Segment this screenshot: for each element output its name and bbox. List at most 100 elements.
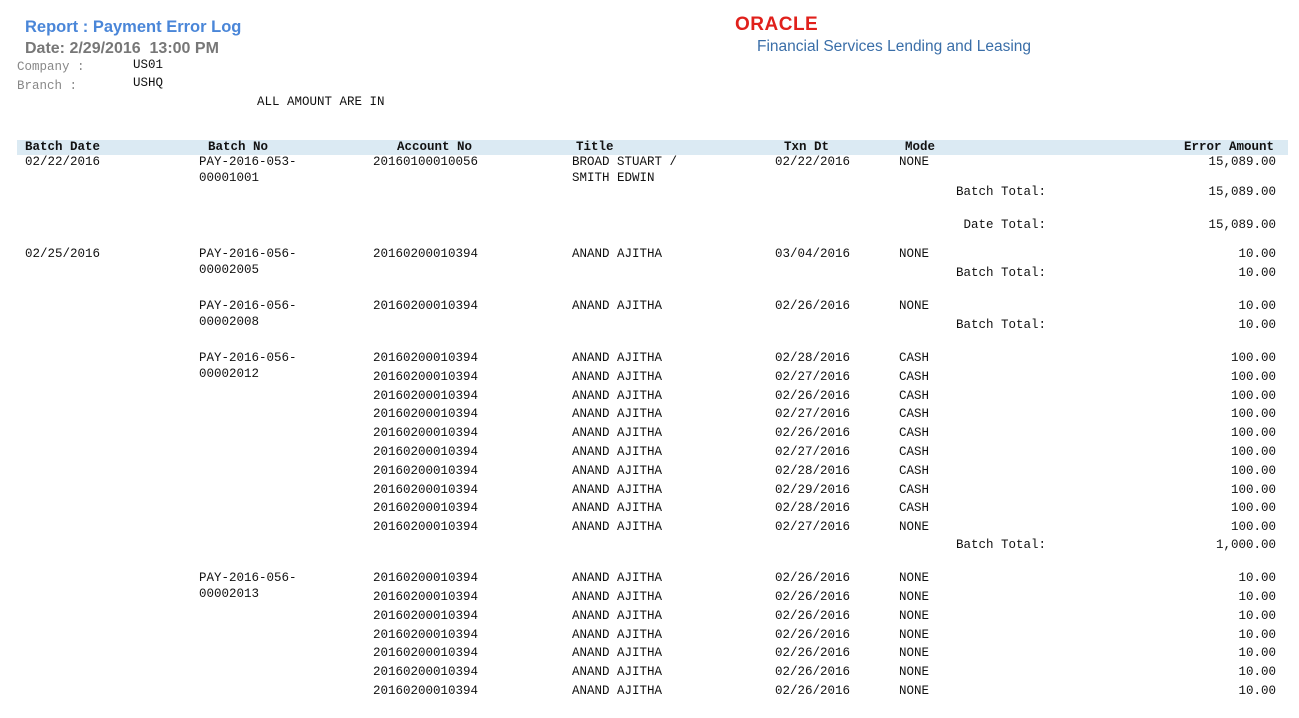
- cell-amount: 10.00: [1238, 646, 1276, 661]
- cell-mode: NONE: [899, 520, 930, 535]
- cell-txn-dt: 02/26/2016: [775, 388, 851, 403]
- cell-mode: CASH: [899, 445, 930, 459]
- cell-amount: 10.00: [1238, 627, 1276, 642]
- cell-title: ANAND AJITHA: [572, 571, 663, 585]
- cell-amount: 10.00: [1238, 247, 1276, 261]
- cell-account: 20160200010394: [373, 589, 479, 604]
- cell-title: ANAND AJITHA: [572, 426, 663, 441]
- total-amount: 15,089.00: [1208, 218, 1276, 232]
- cell-title: ANAND AJITHA: [572, 445, 663, 459]
- cell-txn-dt: 02/26/2016: [775, 665, 851, 680]
- cell-batch-no: PAY-2016-056- 00002013: [199, 571, 297, 601]
- branch-value: USHQ: [133, 76, 164, 90]
- column-header: Title: [576, 140, 614, 154]
- cell-mode: NONE: [899, 646, 930, 661]
- cell-title: ANAND AJITHA: [572, 646, 663, 661]
- oracle-brand: ORACLE: [735, 14, 819, 35]
- cell-amount: 100.00: [1230, 351, 1276, 365]
- branch-label: Branch :: [17, 79, 78, 93]
- cell-title: ANAND AJITHA: [572, 665, 663, 680]
- cell-amount: 100.00: [1230, 482, 1276, 497]
- cell-amount: 100.00: [1230, 520, 1276, 535]
- report-title: Report : Payment Error Log: [25, 18, 242, 36]
- column-header: Account No: [397, 140, 473, 154]
- cell-mode: CASH: [899, 388, 930, 403]
- column-header: Batch Date: [25, 140, 101, 154]
- amount-note: ALL AMOUNT ARE IN: [257, 95, 385, 109]
- total-label: Batch Total:: [955, 318, 1046, 332]
- cell-title: ANAND AJITHA: [572, 520, 663, 535]
- cell-account: 20160200010394: [373, 482, 479, 497]
- cell-txn-dt: 02/26/2016: [775, 589, 851, 604]
- column-header: Mode: [905, 140, 936, 154]
- report-date: Date: 2/29/2016 13:00 PM: [25, 40, 219, 57]
- cell-account: 20160200010394: [373, 665, 479, 680]
- company-label: Company :: [17, 60, 85, 74]
- cell-txn-dt: 02/27/2016: [775, 520, 851, 535]
- total-amount: 10.00: [1238, 318, 1276, 332]
- cell-mode: CASH: [899, 351, 930, 365]
- total-label: Batch Total:: [955, 185, 1046, 199]
- total-amount: 1,000.00: [1215, 538, 1276, 552]
- cell-mode: CASH: [899, 463, 930, 478]
- cell-account: 20160100010056: [373, 155, 479, 169]
- cell-mode: NONE: [899, 299, 930, 313]
- cell-mode: NONE: [899, 247, 930, 261]
- cell-title: ANAND AJITHA: [572, 351, 663, 365]
- cell-account: 20160200010394: [373, 445, 479, 459]
- cell-title: BROAD STUART / SMITH EDWIN: [572, 155, 678, 185]
- cell-amount: 10.00: [1238, 589, 1276, 604]
- cell-batch-no: PAY-2016-056- 00002012: [199, 351, 297, 381]
- cell-txn-dt: 02/26/2016: [775, 608, 851, 623]
- cell-title: ANAND AJITHA: [572, 407, 663, 422]
- cell-account: 20160200010394: [373, 247, 479, 261]
- cell-account: 20160200010394: [373, 501, 479, 516]
- cell-amount: 100.00: [1230, 445, 1276, 459]
- table-header-bar: [17, 140, 1288, 155]
- cell-title: ANAND AJITHA: [572, 463, 663, 478]
- cell-mode: NONE: [899, 627, 930, 642]
- cell-account: 20160200010394: [373, 571, 479, 585]
- total-label: Batch Total:: [955, 538, 1046, 552]
- oracle-logo: ORACLE Financial Services Lending and Le…: [735, 14, 1065, 58]
- cell-mode: NONE: [899, 684, 930, 699]
- cell-title: ANAND AJITHA: [572, 388, 663, 403]
- cell-account: 20160200010394: [373, 627, 479, 642]
- cell-txn-dt: 02/27/2016: [775, 369, 851, 384]
- cell-title: ANAND AJITHA: [572, 247, 663, 261]
- cell-batch-date: 02/22/2016: [25, 155, 101, 169]
- cell-txn-dt: 02/26/2016: [775, 299, 851, 313]
- cell-mode: CASH: [899, 369, 930, 384]
- total-label: Batch Total:: [955, 266, 1046, 280]
- cell-txn-dt: 02/26/2016: [775, 627, 851, 642]
- cell-amount: 100.00: [1230, 463, 1276, 478]
- company-value: US01: [133, 58, 164, 72]
- cell-mode: CASH: [899, 482, 930, 497]
- cell-amount: 100.00: [1230, 501, 1276, 516]
- cell-account: 20160200010394: [373, 463, 479, 478]
- cell-title: ANAND AJITHA: [572, 482, 663, 497]
- cell-txn-dt: 03/04/2016: [775, 247, 851, 261]
- cell-mode: NONE: [899, 608, 930, 623]
- cell-amount: 10.00: [1238, 684, 1276, 699]
- total-amount: 15,089.00: [1208, 185, 1276, 199]
- cell-txn-dt: 02/26/2016: [775, 571, 851, 585]
- cell-amount: 10.00: [1238, 665, 1276, 680]
- cell-title: ANAND AJITHA: [572, 501, 663, 516]
- cell-mode: NONE: [899, 589, 930, 604]
- cell-txn-dt: 02/27/2016: [775, 407, 851, 422]
- cell-txn-dt: 02/26/2016: [775, 684, 851, 699]
- cell-amount: 100.00: [1230, 407, 1276, 422]
- cell-account: 20160200010394: [373, 684, 479, 699]
- cell-batch-no: PAY-2016-053- 00001001: [199, 155, 297, 185]
- total-amount: 10.00: [1238, 266, 1276, 280]
- cell-txn-dt: 02/22/2016: [775, 155, 851, 169]
- cell-txn-dt: 02/28/2016: [775, 463, 851, 478]
- cell-account: 20160200010394: [373, 520, 479, 535]
- cell-txn-dt: 02/26/2016: [775, 426, 851, 441]
- cell-amount: 10.00: [1238, 571, 1276, 585]
- cell-txn-dt: 02/28/2016: [775, 501, 851, 516]
- cell-title: ANAND AJITHA: [572, 299, 663, 313]
- cell-title: ANAND AJITHA: [572, 608, 663, 623]
- cell-amount: 10.00: [1238, 608, 1276, 623]
